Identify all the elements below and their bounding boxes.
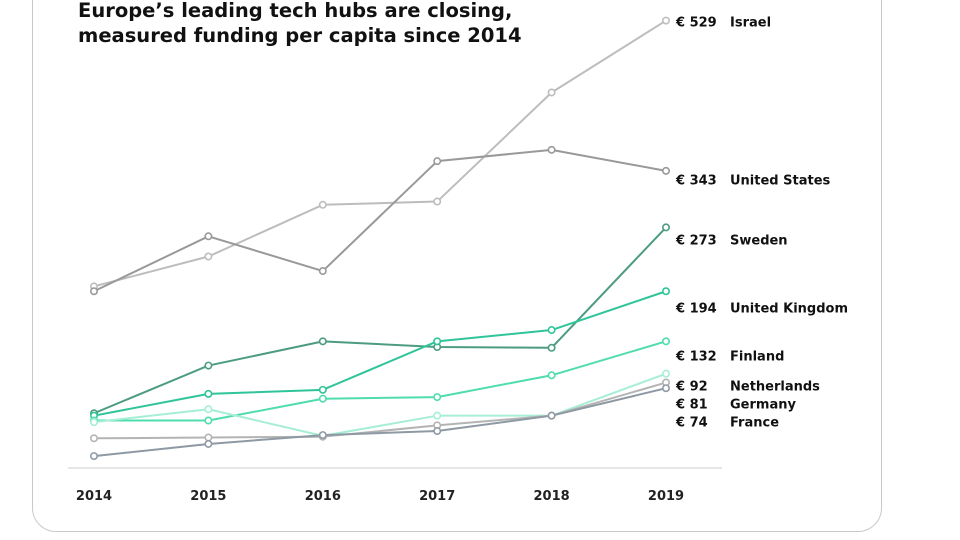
data-point-netherlands-2014 [90, 418, 99, 427]
series-labels: € 529 Israel € 343 United States € 273 Sweden… [675, 16, 848, 431]
value-label-united-kingdom: € 194 [675, 302, 717, 317]
data-point-finland-2016 [318, 394, 327, 403]
data-point-israel-2019 [661, 16, 670, 25]
data-point-netherlands-2017 [433, 411, 442, 420]
data-point-united-states-2014 [90, 287, 99, 296]
data-point-united-states-2018 [547, 145, 556, 154]
data-point-united-kingdom-2019 [661, 287, 670, 296]
data-point-france-2015 [204, 439, 213, 448]
data-point-sweden-2019 [661, 223, 670, 232]
series-name-netherlands: Netherlands [730, 380, 820, 395]
series-line-sweden [93, 226, 667, 415]
series-line-israel [93, 19, 667, 288]
series-line-united-kingdom [93, 290, 667, 417]
x-tick-label-2016: 2016 [305, 489, 341, 504]
series-line-united-states [93, 148, 667, 293]
data-point-finland-2018 [547, 371, 556, 380]
data-point-sweden-2015 [204, 361, 213, 370]
value-label-finland: € 132 [675, 350, 717, 365]
series-name-germany: Germany [730, 398, 796, 413]
data-point-germany-2014 [90, 434, 99, 443]
data-point-israel-2016 [318, 200, 327, 209]
data-point-united-states-2016 [318, 267, 327, 276]
data-point-netherlands-2015 [204, 405, 213, 414]
x-tick-label-2017: 2017 [419, 489, 455, 504]
value-label-france: € 74 [675, 416, 708, 431]
x-tick-label-2014: 2014 [76, 489, 112, 504]
series-lines [93, 19, 667, 458]
chart-title: Europe’s leading tech hubs are closing, … [78, 0, 522, 48]
data-point-israel-2017 [433, 197, 442, 206]
value-label-germany: € 81 [675, 398, 708, 413]
series-name-sweden: Sweden [730, 234, 788, 249]
x-tick-label-2018: 2018 [534, 489, 570, 504]
data-point-germany-2015 [204, 433, 213, 442]
data-point-united-kingdom-2015 [204, 389, 213, 398]
chart-title-line-2: measured funding per capita since 2014 [78, 24, 522, 47]
value-label-united-states: € 343 [675, 174, 717, 189]
chart-title-line-1: Europe’s leading tech hubs are closing, [78, 0, 513, 22]
value-label-sweden: € 273 [675, 234, 717, 249]
value-label-netherlands: € 92 [675, 380, 708, 395]
data-point-united-kingdom-2017 [433, 337, 442, 346]
series-name-israel: Israel [730, 16, 771, 31]
data-point-sweden-2016 [318, 337, 327, 346]
series-name-united-kingdom: United Kingdom [730, 302, 848, 317]
data-point-finland-2019 [661, 337, 670, 346]
data-point-finland-2017 [433, 393, 442, 402]
x-tick-label-2015: 2015 [190, 489, 226, 504]
data-point-united-states-2017 [433, 157, 442, 166]
x-axis-ticks: 2014 2015 2016 2017 2018 2019 [76, 489, 684, 504]
data-point-france-2014 [90, 452, 99, 461]
data-point-sweden-2018 [547, 343, 556, 352]
series-points [90, 16, 670, 461]
data-point-france-2017 [433, 427, 442, 436]
data-point-united-states-2019 [661, 166, 670, 175]
x-tick-label-2019: 2019 [648, 489, 684, 504]
data-point-israel-2015 [204, 252, 213, 261]
series-line-france [93, 387, 667, 458]
series-line-germany [93, 381, 667, 440]
data-point-finland-2015 [204, 416, 213, 425]
data-point-france-2018 [547, 411, 556, 420]
data-point-israel-2018 [547, 88, 556, 97]
data-point-united-kingdom-2018 [547, 326, 556, 335]
data-point-united-states-2015 [204, 232, 213, 241]
data-point-france-2016 [318, 431, 327, 440]
data-point-netherlands-2019 [661, 369, 670, 378]
series-name-finland: Finland [730, 350, 784, 365]
data-point-united-kingdom-2016 [318, 385, 327, 394]
series-line-finland [94, 340, 667, 422]
series-name-france: France [730, 416, 779, 431]
series-name-united-states: United States [730, 174, 831, 189]
data-point-france-2019 [661, 384, 670, 393]
series-line-netherlands [93, 372, 667, 437]
value-label-israel: € 529 [675, 16, 717, 31]
